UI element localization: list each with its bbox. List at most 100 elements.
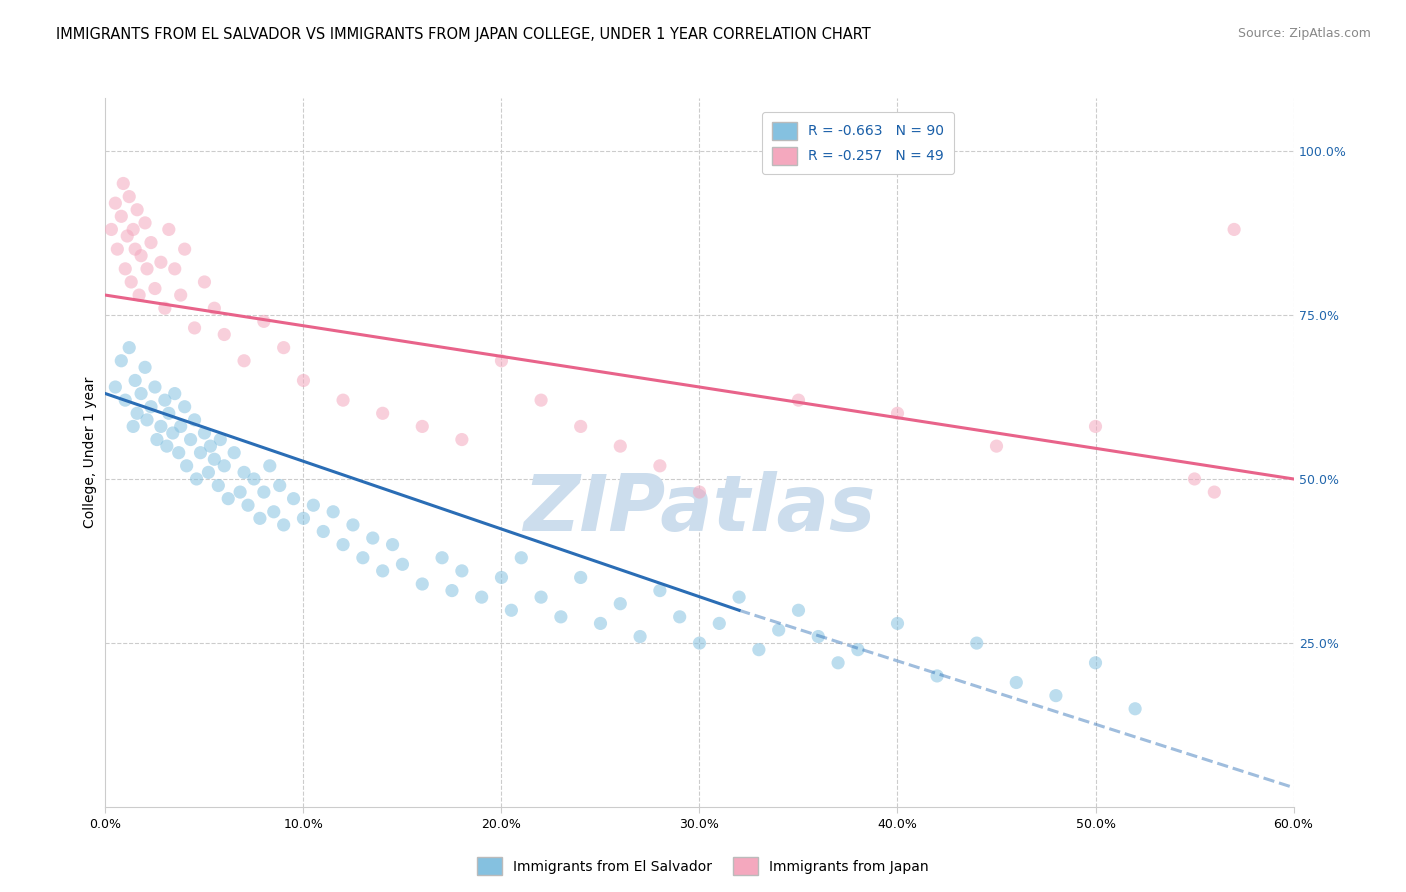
Point (139, 235, 162, 250)
Point (207, 478, 229, 492)
Point (134, 216, 156, 230)
Point (491, 353, 513, 368)
Point (153, 393, 176, 408)
Point (589, 616, 612, 631)
Point (124, 374, 146, 388)
Point (157, 222, 180, 236)
Point (180, 433, 202, 447)
Point (236, 498, 259, 512)
Point (157, 406, 180, 420)
Point (807, 630, 830, 644)
Point (143, 380, 166, 394)
Point (352, 550, 374, 565)
Point (1005, 675, 1028, 690)
Point (411, 419, 433, 434)
Point (827, 656, 849, 670)
Point (104, 196, 127, 211)
Point (163, 386, 186, 401)
Point (342, 517, 364, 532)
Point (162, 425, 184, 440)
Legend: R = -0.663   N = 90, R = -0.257   N = 49: R = -0.663 N = 90, R = -0.257 N = 49 (762, 112, 953, 174)
Point (648, 458, 671, 473)
Point (787, 603, 810, 617)
Point (193, 275, 215, 289)
Point (197, 466, 219, 480)
Point (986, 439, 1008, 453)
Point (136, 413, 159, 427)
Point (530, 393, 553, 408)
Point (471, 590, 494, 604)
Point (450, 564, 472, 578)
Point (709, 616, 731, 631)
Point (122, 222, 145, 236)
Point (167, 446, 190, 460)
Point (609, 597, 631, 611)
Point (112, 177, 135, 191)
Point (202, 301, 225, 316)
Point (768, 623, 790, 637)
Point (440, 583, 463, 598)
Point (214, 327, 236, 342)
Text: IMMIGRANTS FROM EL SALVADOR VS IMMIGRANTS FROM JAPAN COLLEGE, UNDER 1 YEAR CORRE: IMMIGRANTS FROM EL SALVADOR VS IMMIGRANT… (56, 27, 870, 42)
Point (233, 353, 256, 368)
Point (886, 406, 908, 420)
Point (411, 577, 433, 591)
Y-axis label: College, Under 1 year: College, Under 1 year (83, 377, 97, 528)
Point (689, 636, 711, 650)
Point (127, 202, 149, 217)
Point (134, 360, 156, 375)
Point (273, 341, 295, 355)
Point (628, 630, 651, 644)
Point (430, 550, 453, 565)
Point (124, 242, 146, 256)
Point (550, 610, 572, 624)
Point (569, 419, 592, 434)
Point (173, 400, 195, 414)
Point (127, 406, 149, 420)
Point (381, 538, 404, 552)
Point (273, 517, 295, 532)
Point (170, 419, 193, 434)
Point (1204, 485, 1226, 500)
Point (209, 433, 232, 447)
Point (202, 452, 225, 467)
Point (249, 511, 271, 525)
Point (114, 261, 136, 276)
Text: Source: ZipAtlas.com: Source: ZipAtlas.com (1237, 27, 1371, 40)
Point (105, 242, 128, 256)
Point (668, 610, 690, 624)
Point (183, 321, 205, 335)
Point (748, 642, 770, 657)
Point (292, 374, 315, 388)
Point (170, 288, 193, 302)
Point (332, 538, 354, 552)
Point (139, 400, 162, 414)
Point (143, 281, 166, 295)
Point (263, 505, 285, 519)
Point (302, 498, 325, 512)
Point (104, 380, 127, 394)
Point (787, 393, 810, 408)
Point (122, 419, 145, 434)
Point (846, 642, 869, 657)
Point (176, 458, 198, 473)
Point (217, 491, 239, 506)
Point (173, 242, 195, 256)
Point (332, 393, 354, 408)
Point (190, 446, 212, 460)
Point (214, 458, 236, 473)
Point (1084, 419, 1107, 434)
Point (193, 425, 215, 440)
Point (243, 472, 266, 486)
Point (510, 550, 533, 565)
Point (391, 558, 413, 572)
Point (312, 524, 335, 539)
Point (886, 616, 908, 631)
Point (233, 466, 256, 480)
Point (110, 210, 132, 224)
Point (259, 458, 281, 473)
Point (491, 570, 513, 584)
Point (200, 439, 222, 453)
Point (120, 275, 142, 289)
Point (322, 505, 344, 519)
